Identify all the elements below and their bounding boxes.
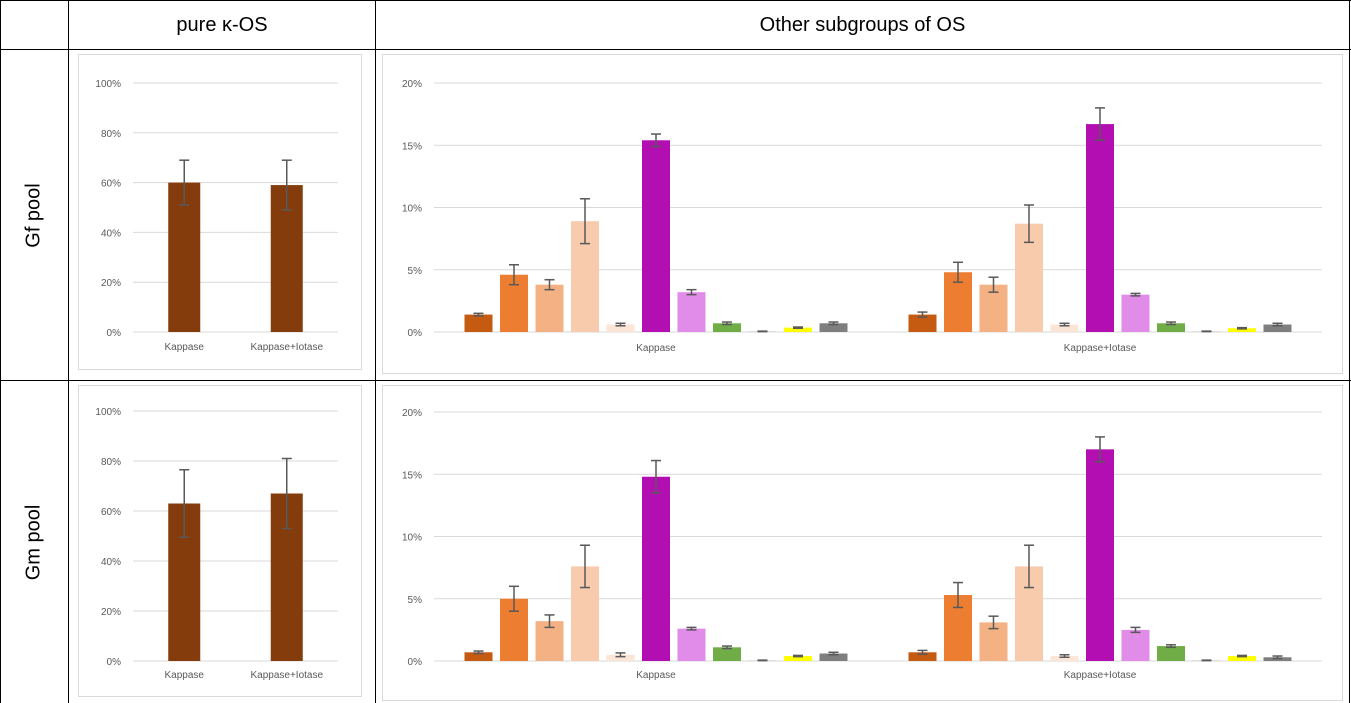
bar [1050, 656, 1079, 661]
x-category-label: Kappase+Iotase [1064, 343, 1137, 354]
y-tick-label: 5% [408, 266, 423, 277]
bar [1228, 656, 1256, 661]
chart-gm-pure-svg: 0% 20% 40% 60% 80% 100% Kappase Kappase+Iotase [78, 385, 362, 697]
x-category-label: Kappase+Iotase [1064, 670, 1137, 681]
row-header-gf-pool-cell: Gf pool [0, 50, 68, 380]
bar [642, 476, 670, 661]
bar [784, 327, 812, 332]
bar [677, 292, 706, 332]
bar [464, 652, 493, 661]
y-tick-label: 0% [408, 328, 423, 339]
x-category-label: Kappase [165, 670, 205, 681]
x-category-label: Kappase [636, 343, 676, 354]
y-tick-label: 0% [107, 328, 122, 339]
bar [819, 653, 848, 661]
bar [1263, 324, 1292, 332]
y-tick-label: 20% [101, 607, 121, 618]
table-column-divider-1 [68, 0, 69, 703]
table-column-divider-2 [375, 0, 376, 703]
y-tick-label: 20% [402, 79, 422, 90]
row-header-gm-pool: Gm pool [22, 504, 45, 580]
bar [535, 284, 564, 332]
chart-gf-pure: 0% 20% 40% 60% 80% 100% Kappase Kappase+Iotase [78, 54, 362, 370]
bar [1086, 449, 1114, 661]
y-tick-label: 100% [95, 79, 121, 90]
y-tick-label: 60% [101, 507, 121, 518]
y-tick-label: 10% [402, 533, 422, 544]
table-row-divider [0, 380, 1351, 381]
chart-area-border [78, 54, 362, 370]
y-tick-label: 40% [101, 557, 121, 568]
x-category-label: Kappase [636, 670, 676, 681]
x-category-label: Kappase+Iotase [250, 342, 323, 353]
y-tick-label: 80% [101, 129, 121, 140]
chart-area-border [78, 385, 362, 697]
bar [1121, 629, 1150, 661]
column-header-pure-kappa-os: pure κ-OS [176, 13, 268, 36]
y-tick-label: 80% [101, 457, 121, 468]
bar [713, 647, 741, 661]
bar [784, 656, 812, 661]
bar [1157, 646, 1185, 661]
bar [819, 323, 848, 332]
y-tick-label: 40% [101, 228, 121, 239]
bar [713, 323, 741, 332]
table-right-border [1349, 0, 1350, 703]
table-top-border [0, 0, 1351, 1]
bar [642, 140, 670, 332]
bar [908, 652, 937, 661]
bar [1121, 294, 1150, 332]
y-tick-label: 10% [402, 204, 422, 215]
y-tick-label: 20% [101, 278, 121, 289]
bar [1228, 328, 1256, 332]
row-header-gm-pool-cell: Gm pool [0, 381, 68, 703]
table-left-border [0, 0, 1, 703]
y-tick-label: 0% [107, 657, 122, 668]
y-tick-label: 15% [402, 141, 422, 152]
y-tick-label: 0% [408, 657, 423, 668]
y-tick-label: 60% [101, 179, 121, 190]
bar [908, 314, 937, 332]
chart-gm-other: 0% 5% 10% 15% 20% Kappase Kappase+Iotase [382, 385, 1343, 701]
bar [1157, 323, 1185, 332]
bar [1086, 124, 1114, 333]
bar [1050, 324, 1079, 332]
bar [606, 324, 635, 332]
chart-gm-pure: 0% 20% 40% 60% 80% 100% Kappase Kappase+Iotase [78, 385, 362, 697]
y-tick-label: 15% [402, 470, 422, 481]
y-tick-label: 100% [95, 407, 121, 418]
x-category-label: Kappase [165, 342, 205, 353]
chart-gf-other: 0% 5% 10% 15% 20% Kappase Kappase+Iotase [382, 54, 1343, 374]
bar [464, 314, 493, 332]
column-header-other-subgroups: Other subgroups of OS [759, 13, 966, 36]
row-header-gf-pool: Gf pool [22, 182, 45, 248]
chart-gf-pure-svg: 0% 20% 40% 60% 80% 100% Kappase Kappase+Iotase [78, 54, 362, 370]
chart-gm-other-svg: 0% 5% 10% 15% 20% Kappase Kappase+Iotase [382, 385, 1343, 701]
bar [606, 654, 635, 661]
bar [168, 182, 201, 332]
bar [677, 628, 706, 661]
y-tick-label: 20% [402, 408, 422, 419]
y-tick-label: 5% [408, 595, 423, 606]
table-header-divider [0, 49, 1351, 50]
chart-gf-other-svg: 0% 5% 10% 15% 20% Kappase Kappase+Iotase [382, 54, 1343, 374]
x-category-label: Kappase+Iotase [250, 670, 323, 681]
